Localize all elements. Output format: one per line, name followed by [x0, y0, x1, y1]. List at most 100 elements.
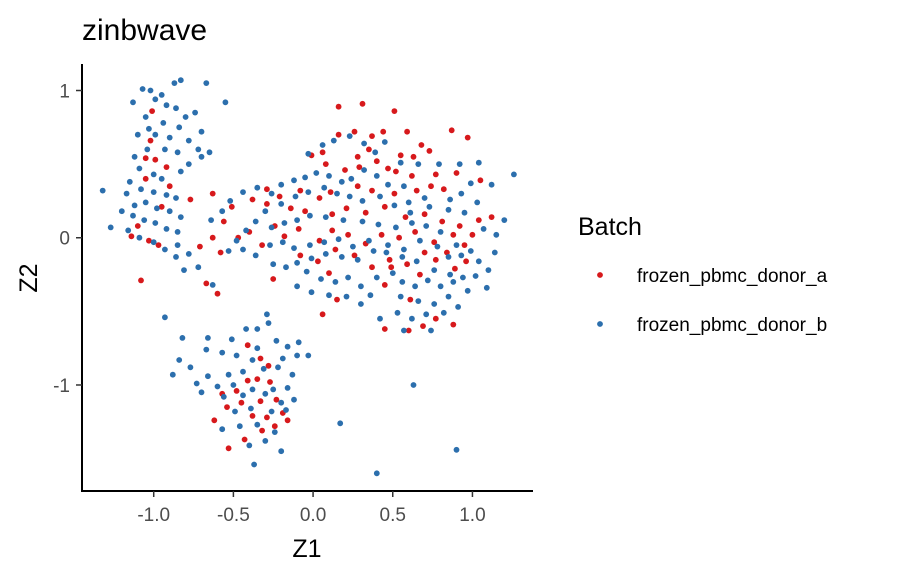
point-frozen-pbmc-donor-b-236: [230, 382, 237, 388]
point-frozen-pbmc-donor-b-94: [292, 193, 299, 200]
point-frozen-pbmc-donor-b-76: [421, 195, 428, 201]
point-frozen-pbmc-donor-b-88: [278, 181, 285, 188]
point-frozen-pbmc-donor-b-84: [326, 173, 332, 179]
point-frozen-pbmc-donor-b-195: [209, 282, 216, 288]
point-frozen-pbmc-donor-b-134: [321, 239, 328, 246]
point-frozen-pbmc-donor-a-75: [228, 203, 235, 210]
point-frozen-pbmc-donor-b-104: [445, 206, 452, 213]
point-frozen-pbmc-donor-b-251: [271, 429, 278, 435]
point-frozen-pbmc-donor-b-145: [491, 249, 498, 256]
legend-key-frozen-pbmc-donor-b: [597, 321, 603, 327]
legend-key-frozen-pbmc-donor-a: [597, 272, 603, 278]
point-frozen-pbmc-donor-b-140: [417, 237, 423, 244]
point-frozen-pbmc-donor-a-136: [319, 311, 326, 318]
point-frozen-pbmc-donor-b-252: [262, 438, 269, 444]
point-frozen-pbmc-donor-a-36: [297, 187, 304, 194]
point-frozen-pbmc-donor-b-67: [415, 161, 422, 168]
point-frozen-pbmc-donor-b-81: [361, 167, 367, 173]
point-frozen-pbmc-donor-a-120: [244, 377, 251, 384]
point-frozen-pbmc-donor-b-166: [358, 283, 364, 290]
point-frozen-pbmc-donor-a-11: [426, 148, 433, 154]
point-frozen-pbmc-donor-a-89: [421, 249, 428, 256]
point-frozen-pbmc-donor-a-125: [238, 399, 245, 406]
point-frozen-pbmc-donor-b-172: [437, 283, 444, 290]
point-frozen-pbmc-donor-b-220: [249, 357, 256, 363]
point-frozen-pbmc-donor-b-180: [394, 309, 401, 316]
point-frozen-pbmc-donor-b-82: [348, 175, 355, 182]
point-frozen-pbmc-donor-b-89: [268, 190, 275, 197]
point-frozen-pbmc-donor-a-62: [316, 237, 323, 244]
point-frozen-pbmc-donor-a-4: [351, 128, 358, 135]
point-frozen-pbmc-donor-b-41: [142, 199, 149, 206]
point-frozen-pbmc-donor-b-91: [240, 189, 246, 196]
point-frozen-pbmc-donor-b-13: [192, 109, 199, 116]
point-frozen-pbmc-donor-a-82: [404, 261, 410, 268]
point-frozen-pbmc-donor-b-17: [146, 125, 152, 132]
point-frozen-pbmc-donor-a-97: [388, 264, 395, 271]
point-frozen-pbmc-donor-b-52: [136, 234, 143, 241]
point-frozen-pbmc-donor-b-216: [295, 339, 302, 346]
point-frozen-pbmc-donor-b-179: [397, 293, 404, 300]
point-frozen-pbmc-donor-b-109: [493, 231, 500, 238]
point-frozen-pbmc-donor-b-40: [131, 202, 138, 209]
point-frozen-pbmc-donor-a-73: [187, 196, 194, 203]
y-axis-ticks: -1 0 1: [53, 82, 82, 397]
point-frozen-pbmc-donor-b-16: [160, 120, 167, 126]
point-frozen-pbmc-donor-b-77: [405, 199, 412, 206]
point-frozen-pbmc-donor-b-116: [375, 221, 382, 228]
point-frozen-pbmc-donor-b-198: [174, 242, 181, 249]
point-frozen-pbmc-donor-a-84: [432, 256, 439, 263]
point-frozen-pbmc-donor-b-174: [464, 287, 471, 294]
point-frozen-pbmc-donor-b-159: [294, 259, 300, 266]
point-frozen-pbmc-donor-b-131: [279, 239, 286, 246]
point-frozen-pbmc-donor-b-31: [177, 168, 184, 175]
point-frozen-pbmc-donor-b-29: [150, 171, 157, 178]
point-frozen-pbmc-donor-b-150: [431, 267, 438, 273]
point-frozen-pbmc-donor-b-193: [367, 292, 374, 299]
point-frozen-pbmc-donor-b-146: [485, 267, 492, 273]
point-frozen-pbmc-donor-b-223: [203, 346, 210, 353]
point-frozen-pbmc-donor-a-103: [147, 137, 154, 144]
point-frozen-pbmc-donor-b-222: [219, 349, 226, 356]
point-frozen-pbmc-donor-a-52: [488, 214, 495, 221]
point-frozen-pbmc-donor-b-135: [335, 236, 342, 243]
point-frozen-pbmc-donor-b-239: [220, 393, 227, 400]
point-frozen-pbmc-donor-a-37: [276, 193, 283, 200]
point-frozen-pbmc-donor-b-217: [305, 352, 312, 359]
point-frozen-pbmc-donor-b-49: [163, 226, 170, 232]
point-frozen-pbmc-donor-a-98: [326, 270, 332, 276]
point-frozen-pbmc-donor-b-5: [177, 77, 184, 84]
y-tick-label: 0: [59, 229, 70, 250]
point-frozen-pbmc-donor-b-228: [225, 371, 232, 378]
point-frozen-pbmc-donor-b-65: [381, 139, 388, 145]
point-frozen-pbmc-donor-a-25: [432, 171, 439, 178]
point-frozen-pbmc-donor-b-200: [219, 208, 226, 215]
point-frozen-pbmc-donor-a-119: [233, 388, 240, 394]
point-frozen-pbmc-donor-a-91: [407, 296, 414, 303]
point-frozen-pbmc-donor-b-149: [447, 271, 453, 278]
point-frozen-pbmc-donor-a-109: [158, 203, 165, 210]
point-frozen-pbmc-donor-b-97: [334, 190, 340, 197]
point-frozen-pbmc-donor-a-19: [342, 167, 348, 173]
x-tick-label: -1.0: [137, 505, 170, 526]
point-frozen-pbmc-donor-a-106: [163, 164, 170, 171]
point-frozen-pbmc-donor-b-106: [474, 199, 481, 206]
point-frozen-pbmc-donor-b-111: [453, 242, 460, 249]
point-frozen-pbmc-donor-b-182: [423, 311, 430, 318]
point-frozen-pbmc-donor-b-4: [171, 80, 178, 86]
chart-title: zinbwave: [82, 14, 207, 47]
point-frozen-pbmc-donor-a-92: [420, 323, 426, 329]
point-frozen-pbmc-donor-b-24: [174, 149, 181, 156]
point-frozen-pbmc-donor-b-19: [152, 131, 159, 138]
point-frozen-pbmc-donor-a-88: [444, 249, 450, 256]
point-frozen-pbmc-donor-b-39: [123, 190, 130, 197]
point-frozen-pbmc-donor-a-39: [249, 196, 256, 203]
point-frozen-pbmc-donor-a-94: [381, 326, 388, 332]
point-frozen-pbmc-donor-a-3: [335, 131, 342, 138]
point-frozen-pbmc-donor-b-142: [445, 254, 452, 260]
point-frozen-pbmc-donor-b-118: [340, 217, 347, 224]
point-frozen-pbmc-donor-a-42: [302, 208, 308, 215]
point-frozen-pbmc-donor-b-158: [308, 255, 315, 262]
point-frozen-pbmc-donor-b-98: [346, 193, 353, 200]
point-frozen-pbmc-donor-a-133: [241, 436, 248, 443]
